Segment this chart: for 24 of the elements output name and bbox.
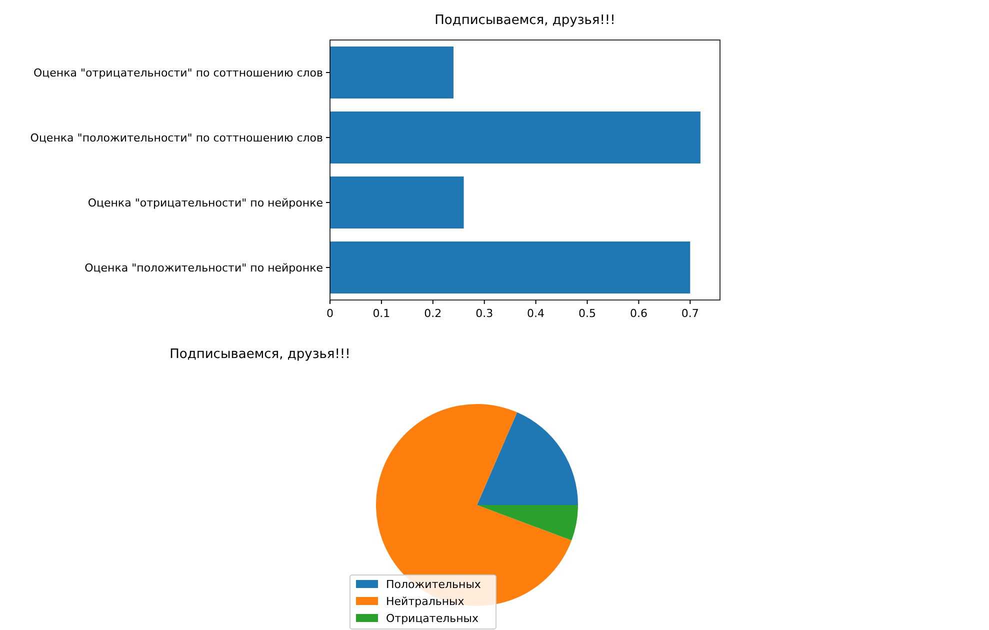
chart-title: Подписываемся, друзья!!! bbox=[170, 347, 350, 362]
x-tick-label: 0.3 bbox=[476, 307, 494, 320]
legend-label: Нейтральных bbox=[386, 595, 465, 608]
pie-slice bbox=[477, 505, 578, 540]
x-tick-label: 0.4 bbox=[527, 307, 545, 320]
x-tick-label: 0.7 bbox=[681, 307, 699, 320]
x-tick-label: 0.6 bbox=[630, 307, 648, 320]
legend-label: Положительных bbox=[386, 578, 482, 591]
y-tick-label: Оценка "положительности" по соттношению слов bbox=[30, 132, 323, 144]
bar bbox=[330, 176, 464, 228]
chart-title: Подписываемся, друзья!!! bbox=[434, 13, 616, 28]
y-tick-label: Оценка "положительности" по нейронке bbox=[84, 262, 324, 274]
pie-slice bbox=[477, 412, 578, 505]
bar bbox=[330, 112, 700, 164]
bar bbox=[330, 46, 454, 98]
x-tick-label: 0.2 bbox=[424, 307, 442, 320]
legend-label: Отрицательных bbox=[386, 612, 479, 625]
y-tick-label: Оценка "отрицательности" по соттношению слов bbox=[34, 66, 323, 80]
x-tick-label: 0.5 bbox=[578, 307, 596, 320]
y-tick-label: Оценка "отрицательности" по нейронке bbox=[88, 196, 324, 210]
bar bbox=[330, 242, 690, 294]
x-tick-label: 0 bbox=[326, 307, 334, 320]
pie-slice bbox=[376, 404, 572, 606]
x-tick-label: 0.1 bbox=[372, 307, 390, 320]
